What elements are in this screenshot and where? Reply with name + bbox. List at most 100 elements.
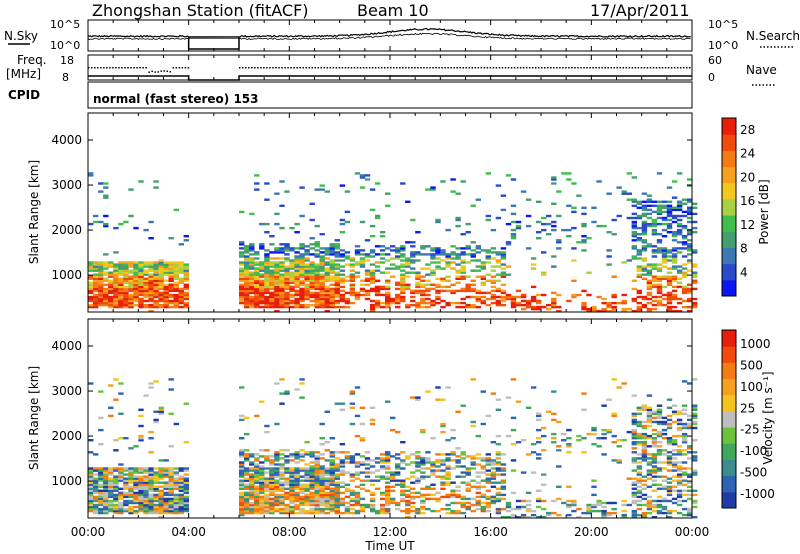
heatmap-cell [118,277,124,280]
heatmap-cell [329,305,335,309]
heatmap-cell [606,501,612,505]
heatmap-cell [566,451,572,454]
heatmap-cell [98,428,104,432]
heatmap-cell [259,287,265,291]
heatmap-cell [551,511,557,515]
heatmap-cell [415,396,421,399]
heatmap-cell [425,267,431,270]
heatmap-cell [128,489,134,492]
heatmap-cell [400,459,406,462]
heatmap-cell [651,461,658,464]
heatmap-cell [344,489,351,492]
heatmap-cell [611,459,617,462]
heatmap-cell [676,271,683,274]
heatmap-cell [641,192,648,195]
heatmap-cell [369,275,376,278]
heatmap-cell [143,509,149,513]
heatmap-cell [264,261,270,264]
heatmap-cell [163,261,169,264]
heatmap-cell [400,451,406,454]
heatmap-cell [435,261,441,264]
heatmap-cell [289,287,295,291]
heatmap-cell [274,277,280,280]
heatmap-cell [430,188,436,191]
heatmap-cell [369,289,376,293]
heatmap-cell [329,259,335,262]
heatmap-cell [661,249,668,252]
heatmap-cell [123,503,129,507]
heatmap-cell [631,231,637,234]
heatmap-cell [239,279,245,282]
heatmap-cell [460,233,466,236]
heatmap-cell [289,481,295,484]
heatmap-cell [304,251,310,254]
heatmap-cell [666,214,673,218]
heatmap-cell [334,299,340,303]
heatmap-cell [344,190,351,193]
heatmap-cell [385,204,391,207]
heatmap-cell [440,459,446,462]
heatmap-cell [656,287,663,291]
heatmap-cell [656,172,663,175]
nave-point [685,67,688,69]
heatmap-cell [239,463,245,466]
heatmap-cell [546,303,552,307]
heatmap-cell [294,503,300,507]
heatmap-cell [98,499,104,503]
heatmap-cell [556,513,562,517]
heatmap-cell [415,465,421,468]
heatmap-cell [279,457,285,460]
heatmap-cell [269,497,275,501]
heatmap-cell [239,293,245,297]
heatmap-cell [354,509,361,513]
heatmap-cell [450,251,456,254]
heatmap-cell [651,441,658,444]
heatmap-cell [666,422,673,426]
heatmap-cell [490,475,497,478]
heatmap-cell [299,291,305,295]
heatmap-cell [354,297,361,301]
heatmap-cell [284,481,290,484]
heatmap-cell [279,475,285,478]
heatmap-cell [405,241,411,244]
heatmap-cell [334,499,340,503]
heatmap-cell [153,263,159,266]
heatmap-cell [576,439,582,442]
noise-search-label: N.Search [746,29,800,43]
heatmap-cell [279,283,285,286]
heatmap-cell [239,469,245,472]
heatmap-cell [314,477,320,480]
heatmap-cell [646,501,653,505]
heatmap-cell [379,461,386,464]
heatmap-cell [692,406,698,409]
heatmap-cell [329,479,335,482]
heatmap-cell [88,481,94,484]
heatmap-cell [279,269,285,272]
heatmap-cell [274,475,280,478]
heatmap-cell [274,457,280,460]
heatmap-cell [98,269,104,272]
heatmap-cell [510,204,517,207]
nave-point [682,67,685,69]
heatmap-cell [304,273,310,276]
heatmap-cell [173,479,179,482]
colorbar-tick-label: -1000 [740,487,775,501]
heatmap-cell [641,457,648,460]
heatmap-cell [284,291,290,295]
heatmap-cell [103,196,109,199]
time-axis-label: Time UT [364,539,415,553]
heatmap-cell [168,277,174,280]
velocity-colorbar-label: Velocity [m s⁻¹] [761,371,775,464]
heatmap-cell [495,491,502,495]
heatmap-cell [324,487,330,490]
heatmap-cell [163,497,169,501]
heatmap-cell [379,293,386,297]
heatmap-cell [390,479,396,482]
nave-point [444,67,446,69]
heatmap-cell [671,231,678,234]
heatmap-cell [148,281,154,284]
heatmap-cell [279,463,285,466]
heatmap-cell [279,261,285,264]
heatmap-cell [269,279,275,282]
heatmap-cell [284,257,290,260]
